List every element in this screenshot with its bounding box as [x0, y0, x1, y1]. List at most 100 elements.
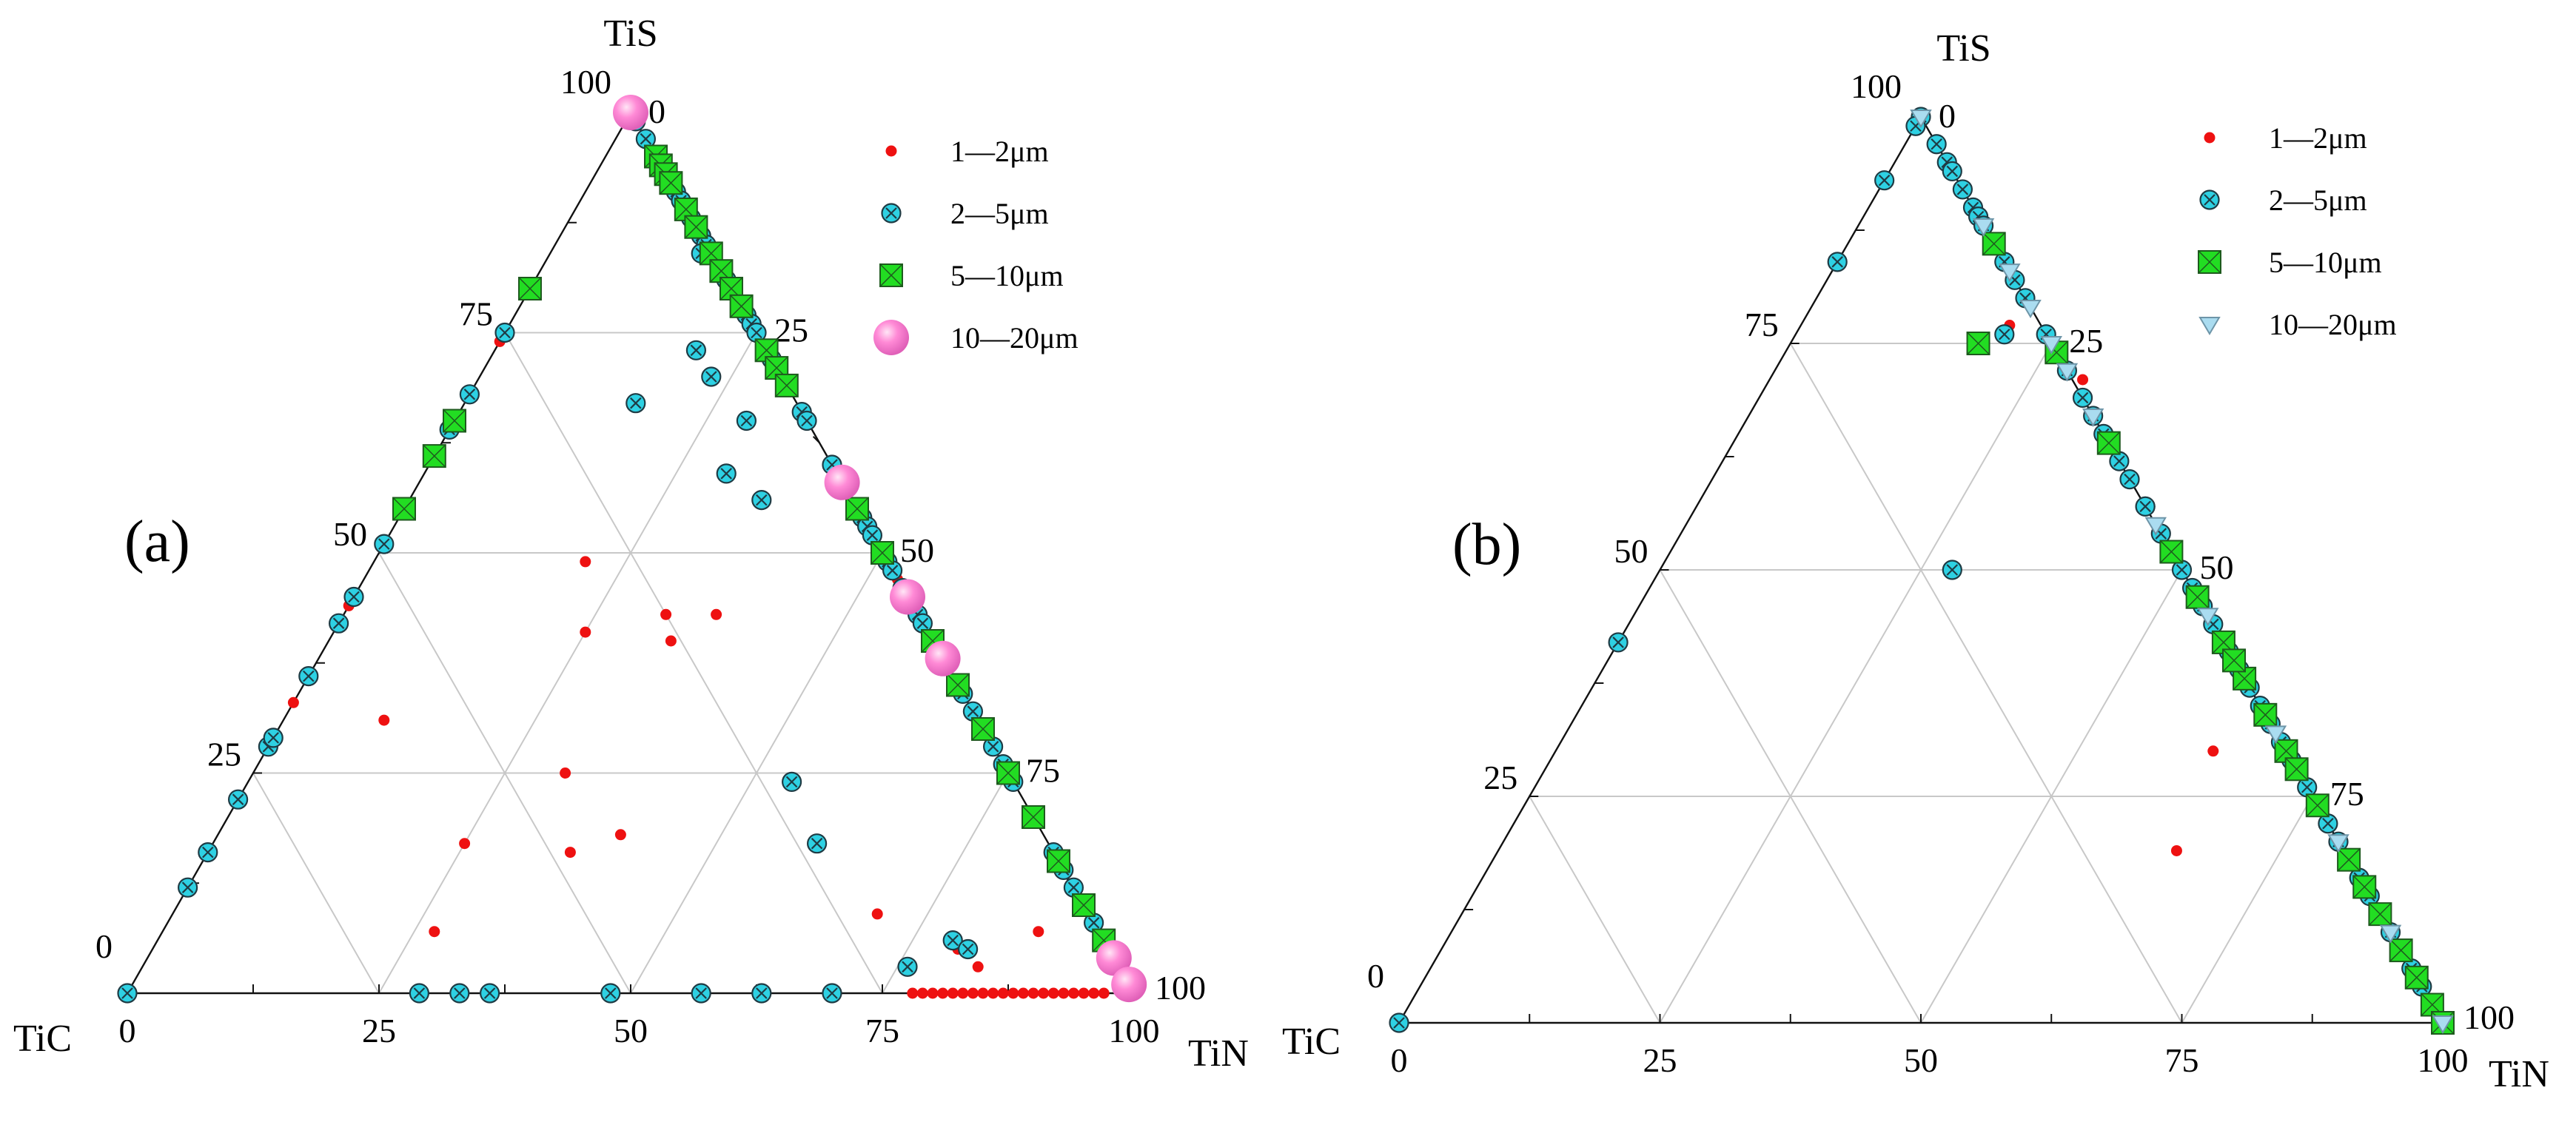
data-point — [1007, 987, 1019, 999]
data-point — [882, 560, 903, 581]
legend-symbol — [2204, 132, 2216, 144]
grid-lines — [1529, 343, 2313, 1024]
data-point — [2389, 938, 2413, 963]
data-point — [1608, 632, 1629, 653]
data-point — [871, 908, 883, 920]
data-point — [1982, 232, 2006, 256]
tin-tick-label: 50 — [614, 1012, 648, 1049]
data-point — [1926, 134, 1947, 155]
data-point — [1038, 987, 1050, 999]
data-point — [806, 833, 828, 854]
triangle-frame — [125, 105, 1136, 995]
data-point — [822, 983, 842, 1004]
data-point — [1058, 987, 1070, 999]
legend-symbol — [873, 320, 909, 355]
vertex-label-left: TiC — [13, 1018, 72, 1060]
grid-line — [2181, 796, 2313, 1024]
data-point — [2432, 1015, 2454, 1034]
legend-label: 10—20μm — [950, 321, 1079, 355]
data-point — [429, 926, 440, 938]
data-point — [580, 556, 591, 568]
tin-tick-label: 0 — [1391, 1041, 1408, 1079]
data-point — [2253, 702, 2278, 727]
data-point — [1047, 849, 1070, 873]
data-point — [967, 987, 979, 999]
data-point — [2019, 300, 2042, 319]
data-point — [1966, 332, 1990, 355]
data-point — [614, 829, 626, 841]
panel-label: (a) — [124, 509, 190, 574]
data-point — [2379, 924, 2402, 944]
legend-marker — [2198, 317, 2221, 335]
data-point — [600, 983, 621, 1004]
data-point — [1952, 179, 1973, 200]
grid-line — [504, 332, 883, 994]
data-point — [298, 665, 319, 687]
data-point — [1942, 161, 1962, 182]
tis-tick-label: 25 — [207, 736, 241, 773]
data-point — [263, 728, 284, 748]
legend-marker — [2199, 189, 2220, 210]
data-point — [1027, 987, 1039, 999]
data-point — [560, 767, 571, 779]
legend-marker — [879, 263, 903, 287]
legend-symbol — [879, 263, 903, 287]
data-point — [1033, 926, 1044, 938]
data-point — [2207, 745, 2219, 757]
data-point — [1022, 805, 1045, 829]
tis-tick-label: 0 — [95, 927, 113, 965]
data-point — [916, 987, 928, 999]
tis-tick-label: 100 — [560, 63, 611, 101]
legend-marker — [881, 203, 902, 224]
vertex-label-top: TiS — [603, 13, 657, 55]
tic-tick-label: 75 — [1026, 752, 1060, 790]
axis-ticks: 0 25 50 75 100 100 75 50 25 0 0 25 50 75… — [1367, 67, 2515, 1079]
data-point — [343, 586, 364, 608]
data-point — [409, 983, 430, 1004]
data-point — [2159, 540, 2184, 564]
data-point — [890, 579, 925, 615]
data-point — [2082, 408, 2104, 427]
data-point — [2185, 585, 2210, 609]
data-point — [392, 497, 416, 521]
data-point — [329, 613, 349, 634]
data-point — [117, 983, 138, 1004]
legend-symbol — [2199, 189, 2220, 210]
data-point — [845, 497, 869, 521]
data-point — [971, 717, 995, 741]
tis-tick-label: 75 — [1745, 306, 1779, 343]
grid-line — [1659, 569, 1922, 1024]
data-point — [716, 463, 737, 484]
data-point — [564, 847, 576, 859]
data-point — [907, 987, 919, 999]
data-point — [871, 541, 894, 565]
legend-label: 2—5μm — [950, 197, 1049, 230]
data-point — [2119, 468, 2140, 490]
data-point — [824, 464, 860, 500]
data-point — [2040, 336, 2063, 355]
data-point — [1942, 560, 1962, 580]
data-point — [1047, 987, 1059, 999]
grid-line — [882, 773, 1009, 994]
data-point — [912, 613, 933, 634]
data-point — [665, 635, 677, 647]
tic-tick-label: 50 — [900, 531, 934, 569]
grid-line — [1529, 796, 1661, 1024]
legend-label: 1—2μm — [950, 135, 1049, 168]
data-point — [1910, 110, 1932, 128]
data-point — [1972, 218, 1995, 237]
data-point — [613, 95, 648, 130]
data-point — [2404, 965, 2429, 990]
vertex-label-right: TiN — [2489, 1053, 2549, 1095]
data-point — [2222, 648, 2246, 673]
tis-tick-label: 0 — [1367, 957, 1384, 995]
data-points — [1389, 107, 2455, 1035]
data-point — [1078, 987, 1090, 999]
legend: 1—2μm 2—5μm 5—10μm 10—20μm — [2198, 121, 2397, 341]
axis-ticks: 0 25 50 75 100 100 75 50 25 0 0 25 50 75… — [95, 63, 1206, 1049]
data-point — [1072, 893, 1096, 917]
tic-tick-label: 25 — [774, 312, 808, 349]
ternary-panel-a: 0 25 50 75 100 100 75 50 25 0 0 25 50 75… — [13, 13, 1249, 1075]
data-point — [1994, 324, 2015, 345]
data-point — [178, 877, 198, 898]
